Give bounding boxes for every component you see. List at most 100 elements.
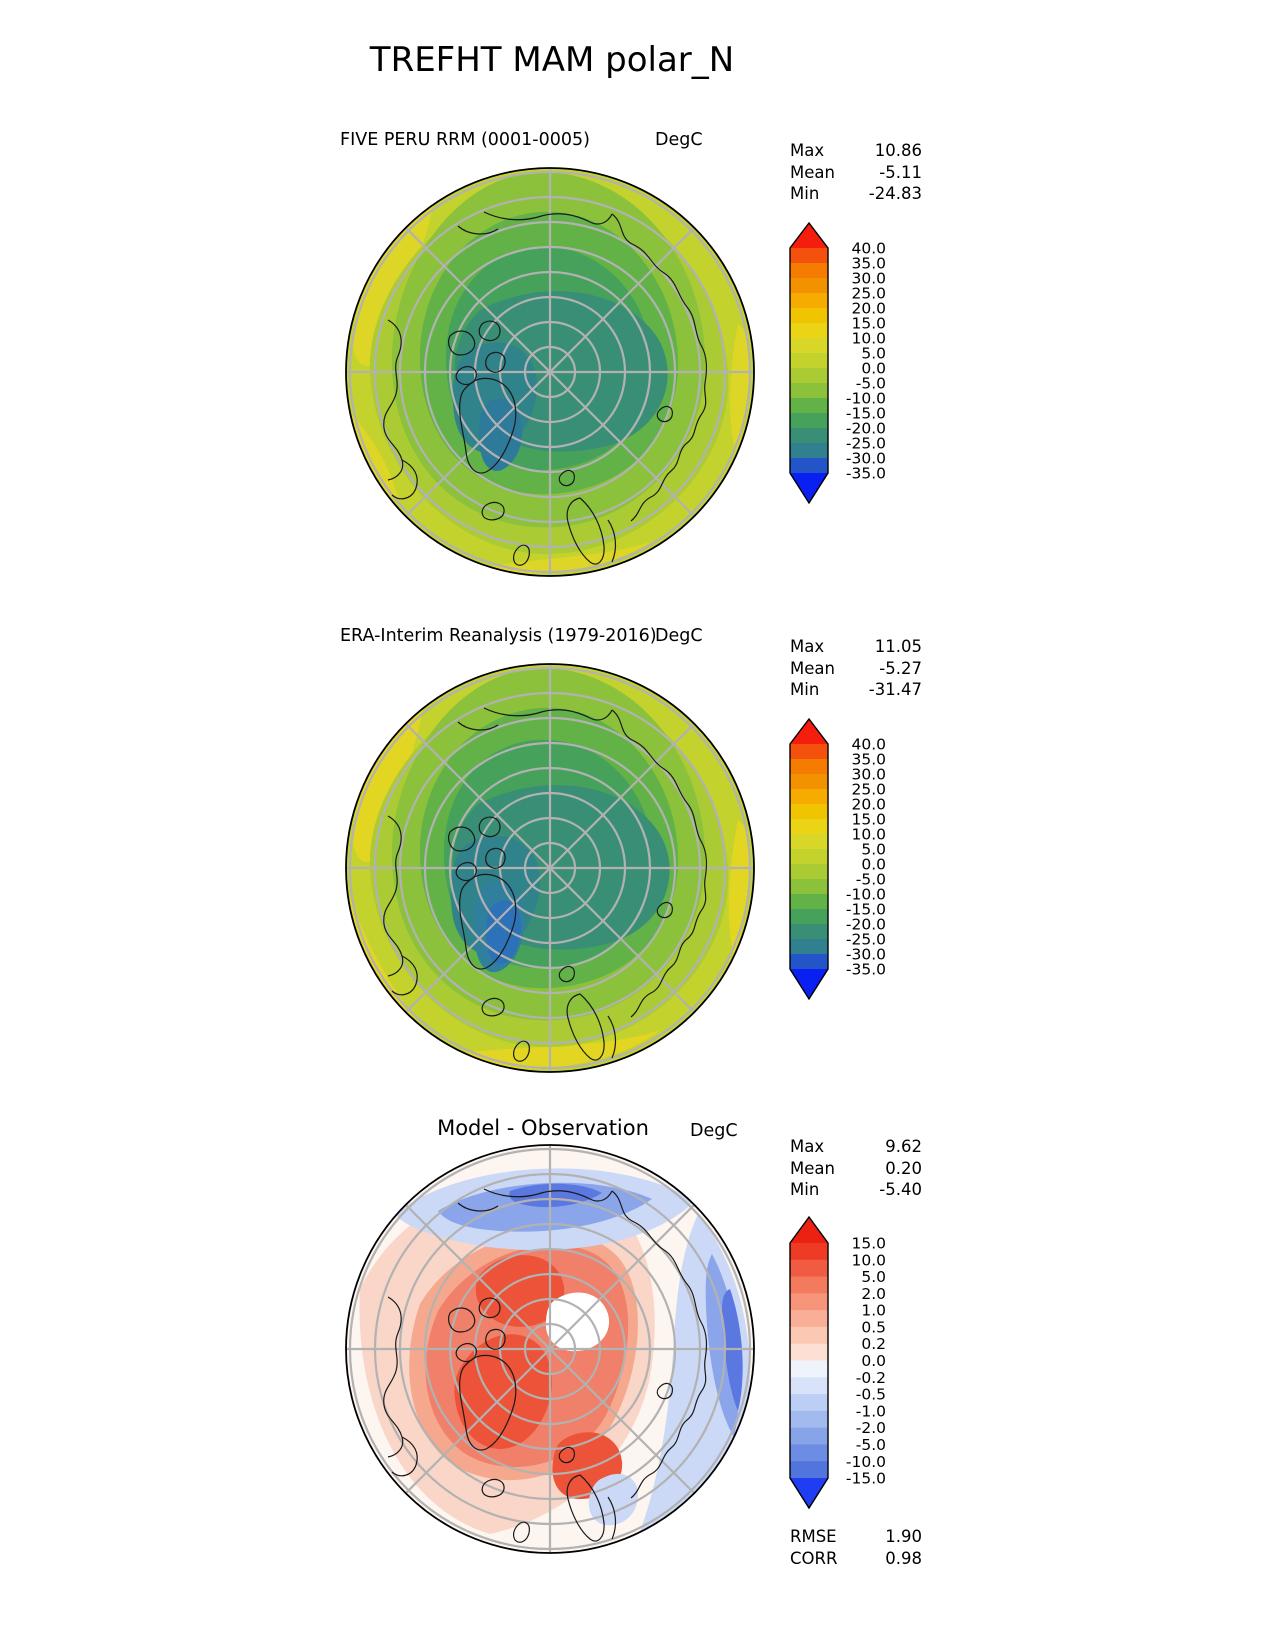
colorbar-outline bbox=[789, 717, 829, 1001]
colorbar-band bbox=[790, 413, 828, 429]
map-field-rim-yellow bbox=[351, 414, 400, 504]
stat-label: Min bbox=[790, 1180, 820, 1199]
stat-label: Min bbox=[790, 680, 820, 699]
colorbar-band bbox=[790, 443, 828, 459]
colorbar-band bbox=[790, 458, 828, 474]
stat-row: CORR 0.98 bbox=[790, 1548, 922, 1570]
colorbar-tick-label: -20.0 bbox=[846, 420, 886, 438]
colorbar-tick-label: 15.0 bbox=[851, 315, 886, 333]
panel-title-diff: Model - Observation bbox=[437, 1116, 649, 1140]
colorbar-outline bbox=[789, 221, 829, 505]
colorbar-band bbox=[790, 1410, 828, 1429]
colorbar-arrow-bottom bbox=[790, 1478, 828, 1509]
stat-label: RMSE bbox=[790, 1527, 837, 1546]
stat-value: -5.40 bbox=[879, 1180, 922, 1199]
map-boundary bbox=[345, 167, 755, 577]
colorbar-band bbox=[790, 353, 828, 369]
colorbar-band bbox=[790, 323, 828, 339]
colorbar-band bbox=[790, 894, 828, 910]
colorbar-band bbox=[790, 1444, 828, 1462]
map-field-rim-yellow bbox=[728, 820, 750, 956]
colorbar-tick-label: -35.0 bbox=[846, 961, 886, 979]
colorbar-band bbox=[790, 789, 828, 805]
colorbar-tick-label: 15.0 bbox=[851, 1235, 886, 1253]
stat-row: Min -31.47 bbox=[790, 679, 922, 701]
colorbar-tick-label: -15.0 bbox=[846, 1470, 886, 1488]
colorbar-arrow-bottom bbox=[790, 473, 828, 503]
stat-row: Max 9.62 bbox=[790, 1136, 922, 1158]
colorbar-tick-label: -5.0 bbox=[856, 871, 886, 889]
colorbar-tick-label: 20.0 bbox=[851, 300, 886, 318]
stat-label: Mean bbox=[790, 162, 835, 182]
colorbar-arrow-top bbox=[790, 1217, 828, 1243]
stat-row: Mean -5.27 bbox=[790, 658, 922, 680]
units-label-obs: DegC bbox=[655, 626, 703, 646]
colorbar-band bbox=[790, 909, 828, 925]
colorbar-band bbox=[790, 308, 828, 324]
units-label-model: DegC bbox=[655, 130, 703, 150]
stat-value: -31.47 bbox=[868, 680, 922, 699]
colorbar-svg: 15.010.05.02.01.00.50.20.0-0.2-0.5-1.0-2… bbox=[789, 1215, 886, 1510]
colorbar-tick-label: 20.0 bbox=[851, 796, 886, 814]
colorbar-band bbox=[790, 248, 828, 264]
colorbar-tick-label: 40.0 bbox=[851, 240, 886, 258]
colorbar-band bbox=[790, 774, 828, 790]
units-label-diff: DegC bbox=[690, 1121, 738, 1141]
colorbar-diff: 15.0 10.0 5.0 2.0 1.0 0.5 0.2 0.0 -0.2 -0.5 -1.0 -2… bbox=[788, 1215, 900, 1516]
map-field-blue-core bbox=[486, 900, 522, 965]
colorbar-tick-label: -25.0 bbox=[846, 435, 886, 453]
stat-label: Max bbox=[790, 637, 825, 656]
map-field-rim-yellow bbox=[480, 542, 650, 574]
stat-label: CORR bbox=[790, 1548, 838, 1568]
colorbar-tick-label: -10.0 bbox=[846, 390, 886, 408]
colorbar-tick-label: 2.0 bbox=[861, 1285, 886, 1303]
colorbar-band bbox=[790, 849, 828, 865]
colorbar-band bbox=[790, 1461, 828, 1479]
stat-value: 10.86 bbox=[874, 141, 922, 160]
colorbar-tick-label: -5.0 bbox=[856, 1436, 886, 1454]
colorbar-band bbox=[790, 864, 828, 880]
colorbar-tick-label: 40.0 bbox=[851, 736, 886, 754]
colorbar-band bbox=[790, 1427, 828, 1446]
colorbar-band bbox=[790, 954, 828, 970]
colorbar-tick-label: 5.0 bbox=[861, 841, 886, 859]
colorbar-tick-label: 5.0 bbox=[861, 1268, 886, 1286]
colorbar-arrow-top bbox=[790, 719, 828, 744]
stat-row: RMSE 1.90 bbox=[790, 1526, 922, 1548]
colorbar-band bbox=[790, 1293, 828, 1311]
stat-value: 9.62 bbox=[885, 1137, 922, 1156]
colorbar-model: 40.0 35.0 30.0 25.0 20.0 15.0 10.0 5.0 0.0 -5.0 -1… bbox=[788, 221, 900, 510]
stats-block-diff: Max 9.62 Mean 0.20 Min -5.40 bbox=[790, 1136, 922, 1201]
colorbar-tick-label: 35.0 bbox=[851, 751, 886, 769]
polar-map-diff bbox=[345, 1144, 755, 1554]
colorbar-tick-label: -15.0 bbox=[846, 901, 886, 919]
colorbar-tick-label: -0.2 bbox=[856, 1369, 886, 1387]
rmse-corr-block: RMSE 1.90 CORR 0.98 bbox=[790, 1526, 922, 1569]
colorbar-band bbox=[790, 428, 828, 444]
panel-title-model: FIVE PERU RRM (0001-0005) bbox=[340, 130, 590, 150]
stat-value: 11.05 bbox=[874, 637, 922, 656]
colorbar-obs: 40.0 35.0 30.0 25.0 20.0 15.0 10.0 5.0 0.0 -5.0 -1… bbox=[788, 717, 900, 1006]
colorbar-tick-label: -15.0 bbox=[846, 405, 886, 423]
colorbar-band bbox=[790, 1360, 828, 1378]
colorbar-arrow-bottom bbox=[790, 969, 828, 999]
colorbar-tick-label: -1.0 bbox=[856, 1402, 886, 1420]
colorbar-tick-label: 25.0 bbox=[851, 285, 886, 303]
colorbar-band bbox=[790, 1243, 828, 1261]
stat-value: 0.98 bbox=[885, 1548, 922, 1568]
colorbar-band bbox=[790, 1326, 828, 1345]
colorbar-band bbox=[790, 368, 828, 384]
colorbar-band bbox=[790, 398, 828, 414]
polar-map-model bbox=[345, 167, 755, 577]
colorbar-band bbox=[790, 1276, 828, 1294]
colorbar-tick-label: 0.2 bbox=[861, 1335, 886, 1353]
stats-block-obs: Max 11.05 Mean -5.27 Min -31.47 bbox=[790, 636, 922, 701]
colorbar-band bbox=[790, 1394, 828, 1412]
colorbar-band bbox=[790, 338, 828, 354]
colorbar-tick-label: 10.0 bbox=[851, 1251, 886, 1269]
stat-label: Max bbox=[790, 141, 825, 160]
colorbar-band bbox=[790, 278, 828, 294]
stat-row: Min -24.83 bbox=[790, 183, 922, 205]
colorbar-band bbox=[790, 1259, 828, 1278]
colorbar-band bbox=[790, 1377, 828, 1395]
